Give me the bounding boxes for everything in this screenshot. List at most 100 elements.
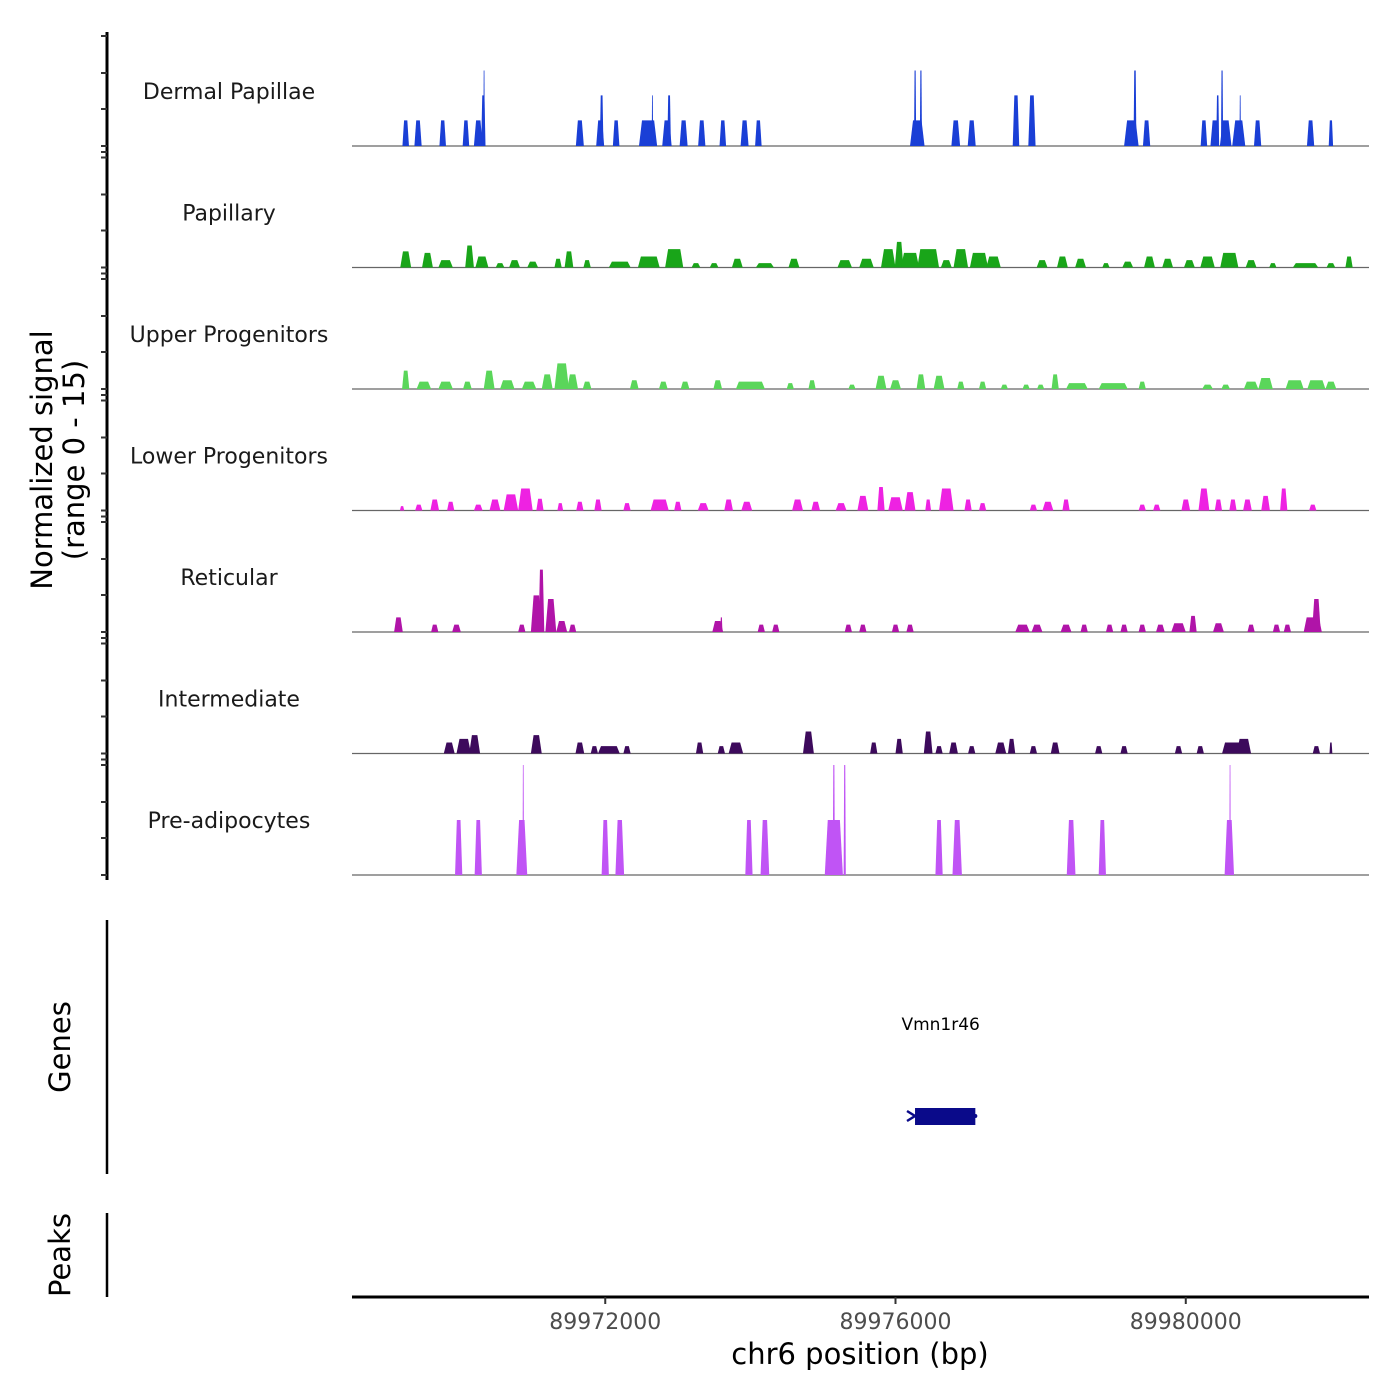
signal-peak (1229, 765, 1231, 875)
signal-peak (1212, 623, 1224, 632)
signal-peak (1236, 738, 1252, 754)
signal-peak (1060, 624, 1072, 632)
signal-peak (1056, 256, 1068, 268)
signal-peak (698, 120, 706, 146)
signal-peak (1050, 742, 1060, 754)
signal-peak (740, 120, 749, 146)
signal-peak (923, 731, 933, 754)
signal-peak (443, 742, 455, 754)
signal-peak (447, 501, 455, 511)
signal-peak (556, 621, 568, 632)
signal-peak (1138, 624, 1146, 632)
signal-peak (651, 95, 654, 146)
signal-peak (1075, 258, 1086, 268)
signal-peak (755, 120, 762, 146)
signal-peak (400, 251, 412, 268)
signal-peak (527, 261, 539, 268)
signal-peak (745, 820, 753, 875)
x-tick-label: 89976000 (840, 1310, 952, 1335)
signal-peak (674, 501, 682, 511)
signal-peak (1189, 615, 1197, 632)
signal-peak (1142, 120, 1151, 146)
signal-peak (422, 252, 433, 268)
signal-peak (741, 501, 753, 511)
coverage-y-ticks (101, 35, 107, 876)
gene-end-marker (973, 1114, 978, 1118)
signal-peak (1080, 624, 1088, 632)
signal-peak (697, 503, 709, 511)
signal-peak (658, 381, 668, 389)
signal-peak (415, 504, 423, 511)
signal-peak (788, 258, 800, 268)
signal-peak (890, 380, 901, 389)
signal-peak (516, 820, 528, 875)
signal-peak (1328, 120, 1334, 146)
signal-peak (953, 249, 969, 268)
signal-peak (1120, 746, 1128, 754)
signal-peak (1124, 120, 1139, 146)
signal-peak (1245, 260, 1257, 268)
signal-peak (1162, 258, 1174, 268)
signal-peak (1258, 378, 1273, 389)
signal-peak (402, 120, 409, 146)
signal-peak (564, 251, 574, 268)
signal-peak (728, 742, 744, 754)
signal-peak (1105, 624, 1114, 632)
signal-peak (679, 120, 688, 146)
signal-peak (583, 260, 591, 268)
strand-arrow-icon (906, 1109, 918, 1123)
signal-peak (623, 746, 631, 754)
signal-peak (1036, 260, 1048, 268)
signal-peak (1285, 380, 1304, 389)
signal-peak (1015, 624, 1030, 632)
signal-peak (521, 381, 537, 389)
signal-peak (995, 742, 1007, 754)
signal-peak (935, 746, 943, 754)
signal-peak (1309, 504, 1317, 511)
track-intermediate: Intermediate (158, 688, 1369, 755)
signal-peak (844, 624, 852, 632)
signal-peak (612, 120, 620, 146)
signal-peak (888, 497, 903, 511)
y-axis-title-line2: (range 0 - 15) (57, 360, 91, 560)
signal-peak (1229, 499, 1237, 511)
y-axis-title: Normalized signal (range 0 - 15) (25, 330, 91, 589)
signal-peak (1253, 120, 1262, 146)
signal-peak (877, 487, 885, 511)
signal-peak (1153, 504, 1161, 511)
signal-peak (1198, 488, 1210, 511)
signal-peak (575, 742, 585, 754)
signal-peak (1029, 504, 1038, 511)
signal-peak (848, 384, 856, 389)
signal-peak (1220, 252, 1239, 268)
signal-peak (910, 120, 925, 146)
x-tick-label: 89980000 (1130, 1310, 1242, 1335)
signal-peak (1243, 499, 1252, 511)
signal-peak (695, 742, 704, 754)
signal-peak (637, 256, 660, 268)
signal-peak (582, 381, 592, 389)
track-label: Dermal Papillae (143, 80, 315, 105)
signal-peak (1022, 384, 1030, 389)
signal-peak (925, 499, 932, 511)
signal-peak (1325, 381, 1337, 389)
signal-peak (402, 370, 410, 389)
signal-peak (724, 499, 733, 511)
signal-peak (1283, 624, 1291, 632)
x-axis-title: chr6 position (bp) (731, 1337, 988, 1371)
signal-peak (735, 381, 765, 389)
signal-peak (1269, 263, 1277, 268)
track-papillary: Papillary (182, 202, 1369, 269)
signal-peak (554, 363, 569, 389)
signal-peak (522, 765, 524, 875)
signal-peak (568, 624, 577, 632)
signal-peak (772, 624, 780, 632)
signal-peak (608, 261, 631, 268)
signal-peak (518, 624, 526, 632)
signal-peak (473, 120, 483, 146)
signal-peak (1138, 504, 1146, 511)
signal-peak (1122, 261, 1134, 268)
signal-peak (786, 383, 794, 389)
signal-peak (1247, 624, 1255, 632)
